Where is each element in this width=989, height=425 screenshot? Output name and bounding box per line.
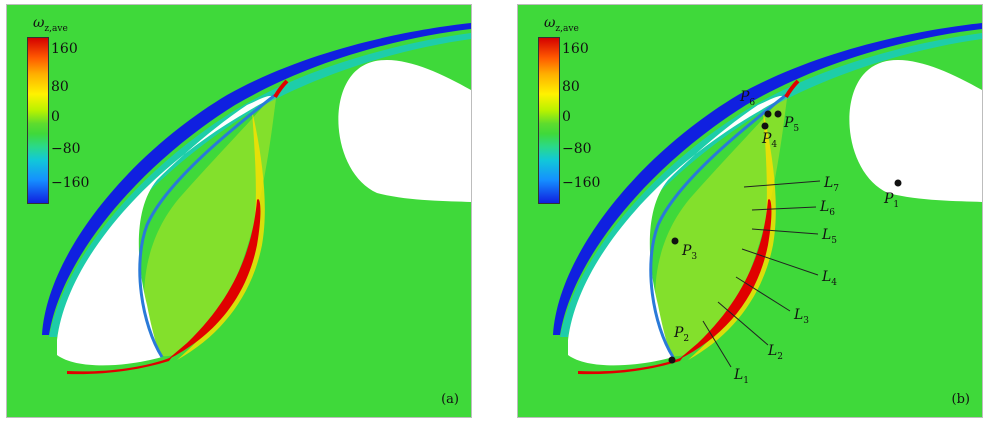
label-p4: P4	[762, 131, 778, 150]
contour-panel-b: ωz,ave 160 80 0 −80 −160 P1 P2 P3 P4 P5 …	[517, 4, 983, 418]
colorbar-tick: 0	[562, 109, 571, 125]
colorbar-tick: −160	[51, 175, 90, 191]
label-p6: P6	[740, 89, 756, 108]
colorbar-tick: 80	[562, 79, 580, 95]
point-p2	[668, 356, 676, 364]
label-l6: L6	[820, 199, 836, 218]
main-wing	[338, 59, 471, 203]
vorticity-field-a	[42, 23, 471, 375]
label-l7: L7	[824, 175, 840, 194]
recirculation-region	[655, 90, 788, 357]
label-p1: P1	[884, 191, 900, 210]
label-l2: L2	[768, 343, 784, 362]
recirculation-region	[144, 90, 277, 357]
line-l1	[702, 320, 732, 368]
colorbar-title: ωz,ave	[33, 15, 68, 34]
label-p5: P5	[784, 115, 800, 134]
point-p5	[774, 110, 782, 118]
label-p2: P2	[674, 325, 690, 344]
colorbar-tick: 160	[51, 41, 78, 57]
panel-tag: (a)	[441, 392, 459, 407]
slat-body	[57, 95, 275, 366]
line-l5	[751, 228, 819, 235]
contour-panel-a: ωz,ave 160 80 0 −80 −160 (a)	[6, 4, 472, 418]
label-l3: L3	[794, 307, 810, 326]
point-p1	[894, 179, 902, 187]
line-l3	[735, 276, 791, 312]
colorbar-tick: −80	[562, 141, 592, 157]
point-p4	[761, 122, 769, 130]
colorbar-tick: −80	[51, 141, 81, 157]
warm-core	[177, 110, 265, 360]
shear-layer-tail	[67, 357, 172, 375]
colorbar-tick: 0	[51, 109, 60, 125]
warm-core	[688, 110, 776, 360]
slat-trailing-red	[784, 79, 800, 98]
shear-layer-positive	[678, 199, 772, 360]
slat-body	[568, 95, 786, 366]
point-p6	[764, 110, 772, 118]
boundary-layer-negative	[553, 23, 982, 335]
colorbar	[27, 37, 49, 204]
line-l2	[717, 301, 769, 346]
slat-cove-edge	[138, 93, 276, 358]
shear-layer-positive	[167, 199, 261, 360]
label-l5: L5	[822, 227, 838, 246]
shear-layer-tail	[578, 357, 683, 375]
main-wing	[849, 59, 982, 203]
point-p3	[671, 237, 679, 245]
label-l4: L4	[822, 269, 838, 288]
colorbar	[538, 37, 560, 204]
boundary-layer-negative	[42, 23, 471, 335]
label-l1: L1	[734, 367, 750, 386]
line-l6	[751, 206, 817, 211]
line-l4	[741, 248, 819, 276]
panel-tag: (b)	[951, 392, 970, 407]
colorbar-tick: −160	[562, 175, 601, 191]
colorbar-title: ωz,ave	[544, 15, 579, 34]
colorbar-tick: 160	[562, 41, 589, 57]
label-p3: P3	[682, 243, 698, 262]
slat-trailing-red	[273, 79, 289, 98]
slat-cove-edge	[649, 93, 787, 358]
vorticity-field-b	[553, 23, 982, 375]
line-l7	[743, 180, 821, 188]
colorbar-tick: 80	[51, 79, 69, 95]
